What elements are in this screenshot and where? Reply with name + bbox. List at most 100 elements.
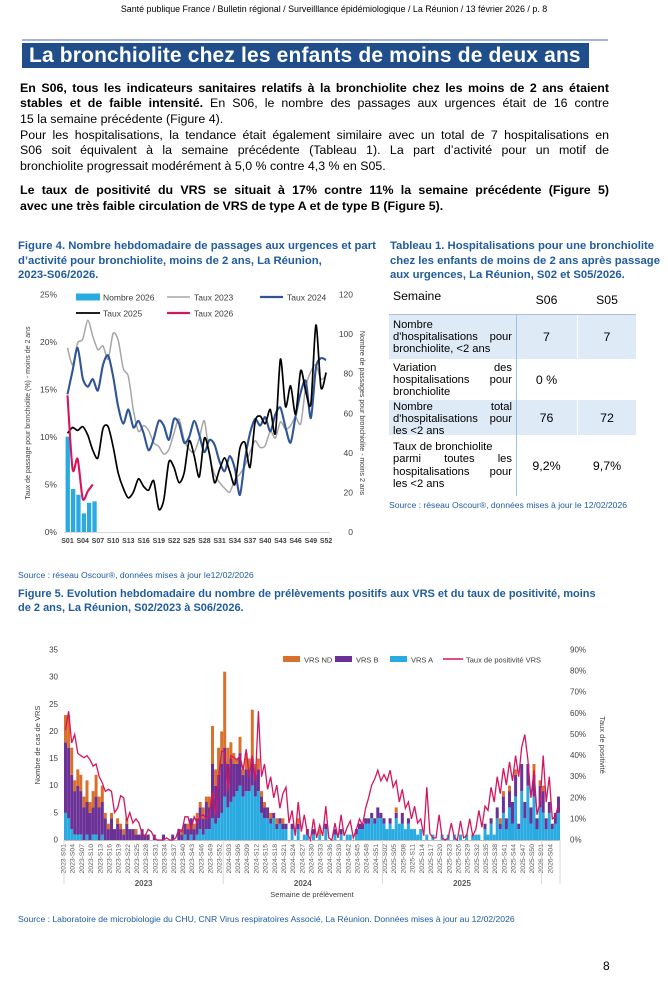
svg-text:2023-S22: 2023-S22 [125,844,132,874]
svg-text:2024-S30: 2024-S30 [309,844,316,874]
svg-text:S49: S49 [305,538,318,545]
svg-text:2024-S03: 2024-S03 [226,844,233,874]
svg-text:5%: 5% [45,480,58,490]
svg-text:2023-S13: 2023-S13 [97,844,104,874]
svg-text:2024-S48: 2024-S48 [364,844,371,874]
svg-text:120: 120 [339,290,353,300]
svg-text:10%: 10% [570,814,586,823]
svg-text:20: 20 [49,727,58,736]
svg-text:2024: 2024 [294,879,312,888]
svg-text:2024-S39: 2024-S39 [336,844,343,874]
svg-text:2025-S02: 2025-S02 [382,844,389,874]
svg-text:0%: 0% [570,836,582,845]
svg-text:20: 20 [344,488,354,498]
svg-text:15: 15 [49,754,58,763]
svg-text:2024-S27: 2024-S27 [299,844,306,874]
svg-text:2025-S32: 2025-S32 [474,844,481,874]
svg-text:2024-S42: 2024-S42 [345,844,352,874]
svg-text:VRS A: VRS A [411,656,433,665]
svg-text:2025-S44: 2025-S44 [511,844,518,874]
svg-text:2025-S38: 2025-S38 [492,844,499,874]
svg-text:25: 25 [49,700,58,709]
svg-text:2024-S51: 2024-S51 [373,844,380,874]
svg-text:2025-S23: 2025-S23 [446,844,453,874]
svg-text:2025-S26: 2025-S26 [456,844,463,874]
svg-text:2024-S24: 2024-S24 [290,844,297,874]
svg-text:5: 5 [54,808,59,817]
svg-text:50%: 50% [570,730,586,739]
svg-text:2025-S35: 2025-S35 [483,844,490,874]
svg-text:S37: S37 [244,538,257,545]
svg-text:Nombre 2026: Nombre 2026 [103,293,155,303]
svg-text:2024-S21: 2024-S21 [281,844,288,874]
svg-text:2024-S36: 2024-S36 [327,844,334,874]
svg-text:2023-S28: 2023-S28 [143,844,150,874]
svg-text:VRS ND: VRS ND [304,656,333,665]
svg-text:80%: 80% [570,667,586,676]
svg-text:S01: S01 [61,538,74,545]
svg-text:30: 30 [49,673,58,682]
svg-text:20%: 20% [570,793,586,802]
svg-text:Taux de positivité: Taux de positivité [598,716,607,774]
svg-text:2025-S17: 2025-S17 [428,844,435,874]
svg-text:2023-S37: 2023-S37 [171,844,178,874]
svg-text:Taux de passage pour bronchiol: Taux de passage pour bronchiolite (%) - … [25,326,32,500]
svg-text:Nombre de passages pour bronch: Nombre de passages pour bronchiolite - m… [358,331,365,496]
svg-text:2023-S10: 2023-S10 [88,844,95,874]
svg-text:2024-S33: 2024-S33 [318,844,325,874]
svg-text:S10: S10 [107,538,120,545]
svg-text:2024-S06: 2024-S06 [235,844,242,874]
svg-text:2023-S16: 2023-S16 [107,844,114,874]
svg-text:2023-S07: 2023-S07 [79,844,86,874]
svg-text:2023-S43: 2023-S43 [189,844,196,874]
svg-text:Semaine de prélèvement: Semaine de prélèvement [270,890,354,899]
svg-text:S22: S22 [168,538,181,545]
svg-text:2023-S46: 2023-S46 [198,844,205,874]
svg-text:25%: 25% [40,290,57,300]
svg-text:2024-S09: 2024-S09 [244,844,251,874]
svg-text:Taux 2023: Taux 2023 [194,293,233,303]
svg-text:0: 0 [348,527,353,537]
svg-text:2024-S15: 2024-S15 [263,844,270,874]
svg-text:2023-S04: 2023-S04 [70,844,77,874]
svg-text:10: 10 [49,781,58,790]
svg-text:S40: S40 [259,538,272,545]
svg-text:2024-S12: 2024-S12 [253,844,260,874]
svg-text:S04: S04 [76,538,89,545]
svg-text:S25: S25 [183,538,196,545]
svg-text:2025-S50: 2025-S50 [529,844,536,874]
svg-text:30%: 30% [570,772,586,781]
svg-text:VRS B: VRS B [356,656,379,665]
svg-text:2025-S11: 2025-S11 [410,844,417,873]
svg-text:2025-S05: 2025-S05 [391,844,398,874]
svg-text:Taux de positivité VRS: Taux de positivité VRS [466,656,541,665]
svg-text:S34: S34 [229,538,242,545]
svg-text:15%: 15% [40,385,57,395]
svg-text:2025-S08: 2025-S08 [400,844,407,874]
svg-text:0: 0 [54,836,59,845]
svg-text:2023-S49: 2023-S49 [208,844,215,874]
svg-text:10%: 10% [40,432,57,442]
svg-text:70%: 70% [570,688,586,697]
svg-text:90%: 90% [570,646,586,655]
svg-text:20%: 20% [40,337,57,347]
svg-text:2025-S14: 2025-S14 [419,844,426,874]
svg-text:0%: 0% [45,527,58,537]
svg-text:35: 35 [49,646,58,655]
svg-text:Taux 2026: Taux 2026 [194,309,233,319]
svg-text:2025-S41: 2025-S41 [501,844,508,874]
svg-text:100: 100 [339,329,353,339]
svg-text:2023-S19: 2023-S19 [116,844,123,874]
svg-text:S13: S13 [122,538,135,545]
svg-text:S52: S52 [320,538,333,545]
svg-text:2025-S29: 2025-S29 [465,844,472,874]
svg-text:60: 60 [344,408,354,418]
svg-text:2026-S04: 2026-S04 [547,844,554,874]
svg-text:Taux 2025: Taux 2025 [103,309,142,319]
svg-text:Taux 2024: Taux 2024 [287,293,326,303]
svg-text:2025: 2025 [453,879,471,888]
svg-text:S16: S16 [137,538,150,545]
svg-text:2023-S34: 2023-S34 [162,844,169,874]
svg-text:2023: 2023 [135,879,153,888]
svg-text:2023-S40: 2023-S40 [180,844,187,874]
